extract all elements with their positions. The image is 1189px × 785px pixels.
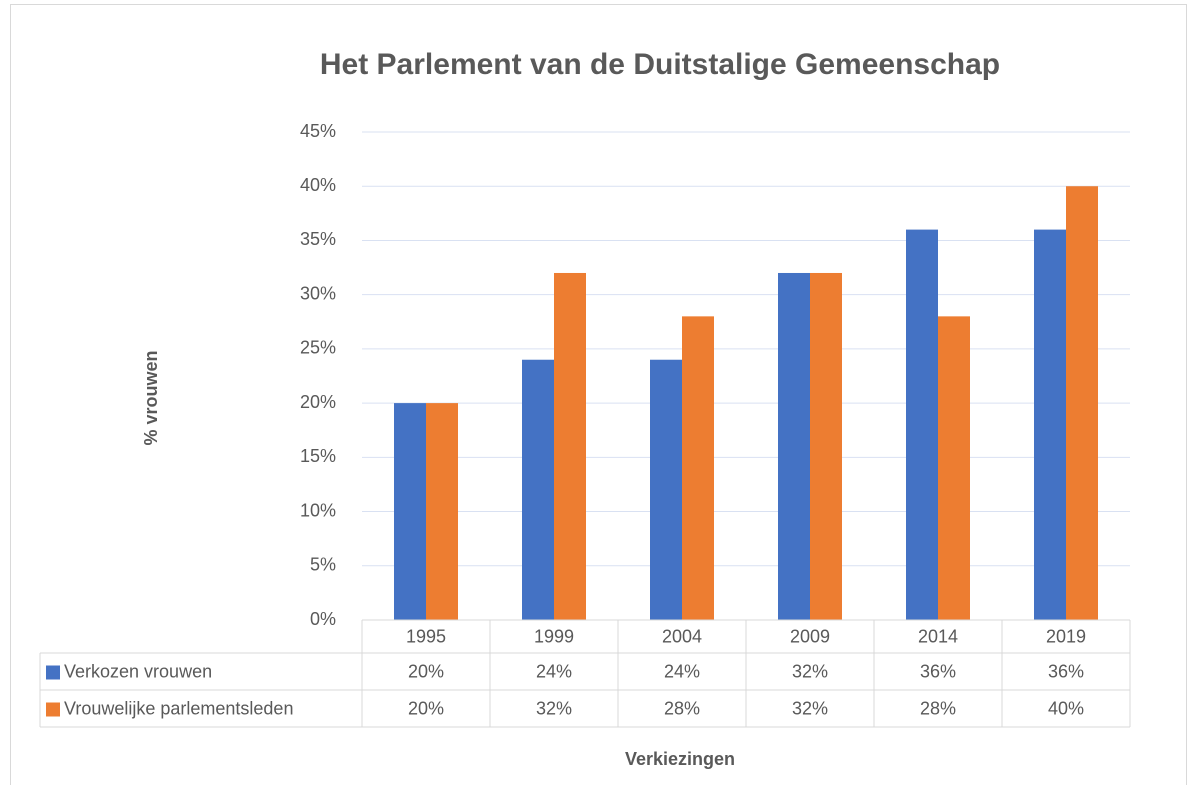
bar	[554, 272, 586, 620]
data-table-value: 20%	[408, 698, 444, 718]
data-table-value: 32%	[792, 661, 828, 681]
data-table-value: 28%	[664, 698, 700, 718]
bar	[1034, 229, 1066, 620]
bar	[426, 403, 458, 620]
legend-key	[46, 665, 60, 680]
bar	[394, 403, 426, 620]
x-axis-title: Verkiezingen	[625, 749, 735, 769]
y-tick-label: 5%	[310, 555, 336, 575]
legend-label: Vrouwelijke parlementsleden	[64, 698, 293, 718]
y-tick-label: 25%	[300, 338, 336, 358]
bar	[906, 229, 938, 620]
y-axis-title: % vrouwen	[141, 350, 161, 445]
data-table-value: 32%	[536, 698, 572, 718]
x-tick-label: 1999	[534, 626, 574, 646]
y-tick-label: 45%	[300, 121, 336, 141]
y-tick-label: 15%	[300, 446, 336, 466]
x-tick-label: 1995	[406, 626, 446, 646]
data-table-value: 32%	[792, 698, 828, 718]
y-tick-label: 35%	[300, 229, 336, 249]
bar	[522, 359, 554, 620]
legend-label: Verkozen vrouwen	[64, 661, 212, 681]
bar	[938, 316, 970, 620]
y-tick-label: 30%	[300, 283, 336, 303]
y-tick-label: 0%	[310, 609, 336, 629]
y-tick-label: 40%	[300, 175, 336, 195]
x-tick-label: 2009	[790, 626, 830, 646]
chart-title: Het Parlement van de Duitstalige Gemeens…	[320, 48, 1000, 81]
bar	[650, 359, 682, 620]
chart-border	[10, 4, 1187, 785]
y-tick-label: 20%	[300, 392, 336, 412]
x-tick-label: 2019	[1046, 626, 1086, 646]
data-table-value: 36%	[1048, 661, 1084, 681]
legend-key	[46, 702, 60, 717]
data-table-value: 24%	[536, 661, 572, 681]
y-tick-label: 10%	[300, 500, 336, 520]
bar	[1066, 186, 1098, 620]
x-tick-label: 2004	[662, 626, 702, 646]
data-table-value: 40%	[1048, 698, 1084, 718]
bar	[810, 272, 842, 620]
x-tick-label: 2014	[918, 626, 958, 646]
data-table-value: 20%	[408, 661, 444, 681]
data-table-value: 36%	[920, 661, 956, 681]
data-table-value: 24%	[664, 661, 700, 681]
data-table-value: 28%	[920, 698, 956, 718]
bar	[682, 316, 714, 620]
bar	[778, 272, 810, 620]
